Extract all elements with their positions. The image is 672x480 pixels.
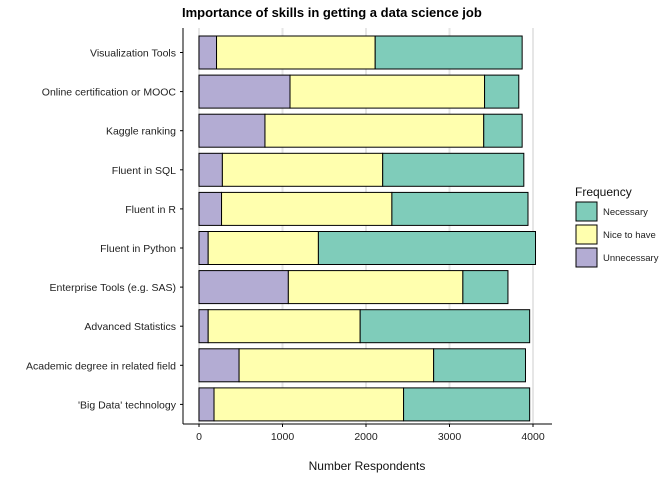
bar-fluent-in-sql-nice-to-have xyxy=(221,152,384,187)
legend-label-unnecessary: Unnecessary xyxy=(603,253,659,264)
legend-title: Frequency xyxy=(575,185,632,199)
x-tick-label: 0 xyxy=(196,431,202,443)
bar-visualization-tools-necessary xyxy=(374,35,523,70)
bar-fluent-in-sql-necessary xyxy=(382,152,525,187)
bar-big-data-technology-unnecessary xyxy=(198,387,215,422)
y-tick-label: 'Big Data' technology xyxy=(78,399,177,411)
bar-fluent-in-r-necessary xyxy=(391,191,529,226)
bar-visualization-tools-nice-to-have xyxy=(216,35,376,70)
bar-advanced-statistics-unnecessary xyxy=(198,309,209,344)
legend: Frequency Necessary Nice to have Unnecessa… xyxy=(575,185,659,268)
x-tick-label: 3000 xyxy=(438,431,462,443)
bar-enterprise-tools-e-g-sas-necessary xyxy=(462,270,509,305)
bar-kaggle-ranking-nice-to-have xyxy=(264,113,485,148)
legend-label-necessary: Necessary xyxy=(603,207,648,218)
bar-academic-degree-in-related-field-unnecessary xyxy=(198,348,240,383)
bar-online-certification-or-mooc-nice-to-have xyxy=(289,74,486,109)
legend-swatch-unnecessary xyxy=(575,247,598,268)
bar-fluent-in-python-unnecessary xyxy=(198,231,209,265)
legend-label-nice-to-have: Nice to have xyxy=(603,230,656,241)
bar-advanced-statistics-nice-to-have xyxy=(207,309,361,344)
bar-big-data-technology-necessary xyxy=(403,387,531,422)
bar-academic-degree-in-related-field-necessary xyxy=(433,348,526,383)
x-axis-title: Number Respondents xyxy=(309,459,426,473)
legend-swatch-necessary xyxy=(575,201,598,222)
legend-swatch-nice-to-have xyxy=(575,224,598,245)
bars xyxy=(198,35,537,422)
bar-fluent-in-python-necessary xyxy=(317,231,537,265)
bar-enterprise-tools-e-g-sas-nice-to-have xyxy=(287,270,464,305)
bar-advanced-statistics-necessary xyxy=(359,309,531,344)
y-tick-label: Enterprise Tools (e.g. SAS) xyxy=(50,282,176,294)
y-tick-label: Academic degree in related field xyxy=(26,360,176,372)
x-tick-label: 4000 xyxy=(521,431,545,443)
y-tick-label: Fluent in Python xyxy=(100,243,176,255)
x-axis: 0 1000 2000 3000 4000 xyxy=(183,423,552,443)
bar-academic-degree-in-related-field-nice-to-have xyxy=(238,348,435,383)
bar-kaggle-ranking-unnecessary xyxy=(198,113,266,148)
bar-online-certification-or-mooc-necessary xyxy=(484,74,520,109)
y-tick-label: Fluent in R xyxy=(125,204,176,216)
y-tick-label: Online certification or MOOC xyxy=(42,87,177,99)
bar-fluent-in-python-nice-to-have xyxy=(207,231,319,265)
y-tick-label: Fluent in SQL xyxy=(112,165,176,177)
x-tick-label: 1000 xyxy=(271,431,295,443)
bar-enterprise-tools-e-g-sas-unnecessary xyxy=(198,270,289,305)
chart-title: Importance of skills in getting a data s… xyxy=(182,5,482,20)
y-axis: Visualization Tools Online certification … xyxy=(26,28,184,424)
bar-online-certification-or-mooc-unnecessary xyxy=(198,74,291,109)
bar-visualization-tools-unnecessary xyxy=(198,35,218,70)
y-tick-label: Kaggle ranking xyxy=(106,126,176,138)
bar-fluent-in-sql-unnecessary xyxy=(198,152,223,187)
bar-fluent-in-r-nice-to-have xyxy=(221,191,393,226)
bar-kaggle-ranking-necessary xyxy=(483,113,523,148)
bar-big-data-technology-nice-to-have xyxy=(213,387,405,422)
x-tick-label: 2000 xyxy=(354,431,378,443)
y-tick-label: Advanced Statistics xyxy=(84,321,176,333)
bar-fluent-in-r-unnecessary xyxy=(198,191,223,226)
y-tick-label: Visualization Tools xyxy=(90,48,176,60)
